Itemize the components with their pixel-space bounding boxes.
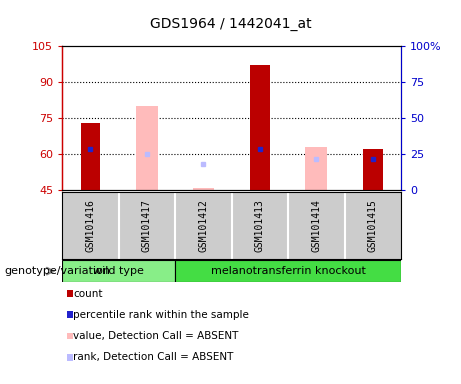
Text: GSM101415: GSM101415 bbox=[368, 199, 378, 252]
Bar bbox=[193, 188, 214, 190]
Bar bbox=[136, 106, 158, 190]
Text: GSM101414: GSM101414 bbox=[311, 199, 321, 252]
Text: count: count bbox=[73, 289, 103, 299]
Text: GDS1964 / 1442041_at: GDS1964 / 1442041_at bbox=[150, 17, 311, 31]
Bar bbox=[306, 147, 327, 190]
Text: GSM101416: GSM101416 bbox=[85, 199, 95, 252]
Text: percentile rank within the sample: percentile rank within the sample bbox=[73, 310, 249, 320]
Bar bbox=[250, 65, 270, 190]
Text: genotype/variation: genotype/variation bbox=[5, 266, 111, 276]
Text: GSM101417: GSM101417 bbox=[142, 199, 152, 252]
Bar bbox=[175, 260, 401, 282]
Text: value, Detection Call = ABSENT: value, Detection Call = ABSENT bbox=[73, 331, 239, 341]
Bar bbox=[81, 123, 100, 190]
Text: GSM101412: GSM101412 bbox=[198, 199, 208, 252]
Bar bbox=[62, 260, 175, 282]
Bar bbox=[363, 149, 383, 190]
Text: wild type: wild type bbox=[93, 266, 144, 276]
Text: GSM101413: GSM101413 bbox=[255, 199, 265, 252]
Text: melanotransferrin knockout: melanotransferrin knockout bbox=[211, 266, 366, 276]
Text: rank, Detection Call = ABSENT: rank, Detection Call = ABSENT bbox=[73, 352, 234, 362]
